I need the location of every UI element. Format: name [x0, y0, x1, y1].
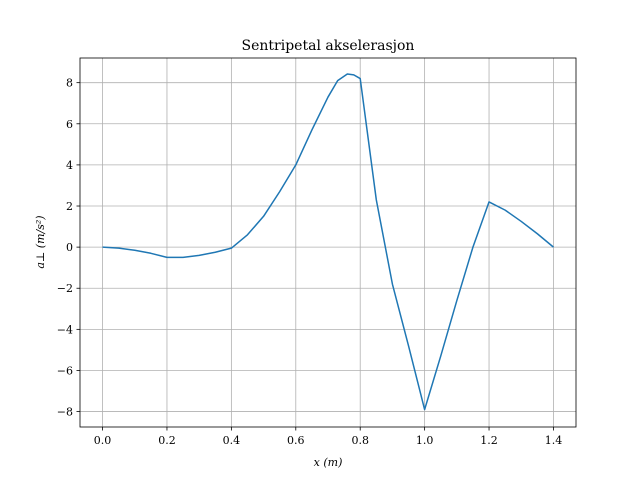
chart-title: Sentripetal akselerasjon — [242, 38, 415, 54]
plot-frame — [79, 57, 577, 428]
series-layer — [102, 73, 554, 411]
tick-layer: 0.0 0.2 0.4 0.6 0.8 1.0 1.2 1.4 −8 −6 −4 −2 0 2 4 6 8 — [57, 77, 562, 447]
y-tick-label: 4 — [66, 159, 73, 172]
y-tick-label: 2 — [66, 200, 73, 213]
y-tick-label: −6 — [57, 364, 73, 377]
y-tick-label: −4 — [57, 323, 73, 336]
grid-layer — [80, 58, 576, 427]
x-tick-label: 0.6 — [287, 434, 305, 447]
x-tick-label: 1.2 — [480, 434, 498, 447]
series-line — [102, 73, 554, 411]
y-tick-label: 6 — [66, 118, 73, 131]
y-tick-label: −8 — [57, 406, 73, 419]
y-tick-label: 0 — [66, 241, 73, 254]
x-tick-label: 1.0 — [416, 434, 434, 447]
x-tick-label: 0.8 — [351, 434, 369, 447]
y-tick-label: 8 — [66, 77, 73, 90]
x-tick-label: 1.4 — [545, 434, 563, 447]
y-axis-label: a⊥ (m/s²) — [34, 215, 47, 268]
y-tick-label: −2 — [57, 282, 73, 295]
x-tick-label: 0.4 — [223, 434, 241, 447]
x-tick-label: 0.0 — [94, 434, 112, 447]
x-tick-label: 0.2 — [158, 434, 176, 447]
x-axis-label: x (m) — [314, 456, 343, 469]
